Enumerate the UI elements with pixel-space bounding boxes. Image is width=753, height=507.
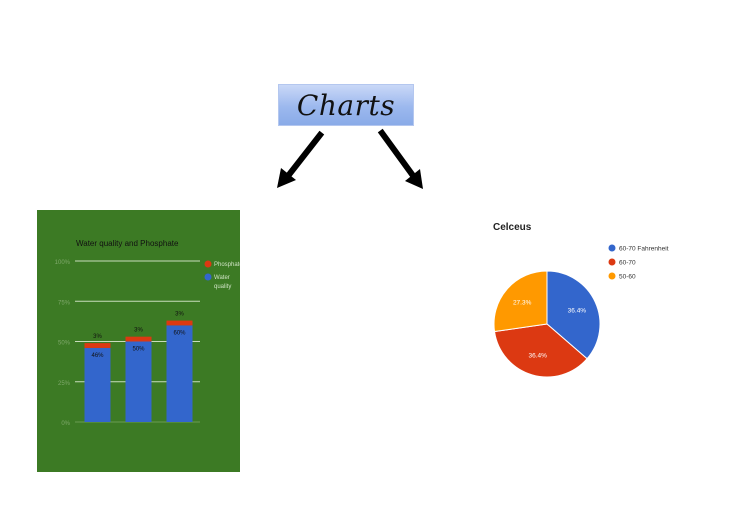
pie-slice-label: 36.4% <box>529 353 548 360</box>
water-quality-bar <box>125 341 152 422</box>
water-data-label: 60% <box>173 330 186 336</box>
pie-slice <box>546 270 601 360</box>
phosphate-data-label: 3% <box>134 328 143 334</box>
charts-title-box: Charts <box>278 84 414 126</box>
legend-water-swatch <box>204 273 212 281</box>
legend-phosphate-label: Phosphate <box>214 262 240 268</box>
pie-slice <box>493 270 548 333</box>
legend-water-label-line1: Water <box>214 275 230 281</box>
pie-chart: Celceus 36.4% 36.4% 27.3% 60-70 Fahrenheit… <box>493 222 669 378</box>
y-tick-label: 100% <box>55 260 71 266</box>
phosphate-bar <box>166 320 193 326</box>
bar-chart-panel: Water quality and Phosphate 0% 25% 50% 75% 1… <box>37 210 244 472</box>
right-arrow <box>377 128 423 189</box>
bar-chart-title: Water quality and Phosphate <box>76 239 179 248</box>
pie-slice <box>493 323 588 378</box>
pie-legend-label: 50-60 <box>619 274 636 281</box>
y-tick-label: 50% <box>58 341 71 347</box>
bar-chart: Water quality and Phosphate 0% 25% 50% 75% 1… <box>55 239 244 427</box>
water-data-label: 46% <box>91 353 104 359</box>
water-data-label: 50% <box>132 347 145 353</box>
y-tick-label: 0% <box>61 421 70 427</box>
pie-legend-swatch <box>608 258 616 266</box>
pie-chart-title: Celceus <box>493 222 532 233</box>
phosphate-data-label: 3% <box>175 312 184 318</box>
legend-phosphate-swatch <box>204 260 212 268</box>
legend-water-label-line2: quality <box>214 284 231 290</box>
pie-legend-label: 60-70 <box>619 260 636 267</box>
pie-legend-swatch <box>608 272 616 280</box>
pie-legend-label: 60-70 Fahrenheit <box>619 246 669 253</box>
y-tick-label: 25% <box>58 381 71 387</box>
phosphate-bar <box>84 343 111 348</box>
water-quality-bar <box>166 325 193 422</box>
water-quality-bar <box>84 347 111 422</box>
y-tick-label: 75% <box>58 300 71 306</box>
left-arrow <box>277 130 325 188</box>
phosphate-bar <box>125 336 152 342</box>
phosphate-data-label: 3% <box>93 334 102 340</box>
pie-chart-panel: Celceus 36.4% 36.4% 27.3% 60-70 Fahrenheit… <box>440 193 723 458</box>
pie-legend-swatch <box>608 244 616 252</box>
charts-title: Charts <box>296 88 396 122</box>
pie-slice-label: 36.4% <box>568 307 587 314</box>
pie-slice-label: 27.3% <box>513 299 532 306</box>
